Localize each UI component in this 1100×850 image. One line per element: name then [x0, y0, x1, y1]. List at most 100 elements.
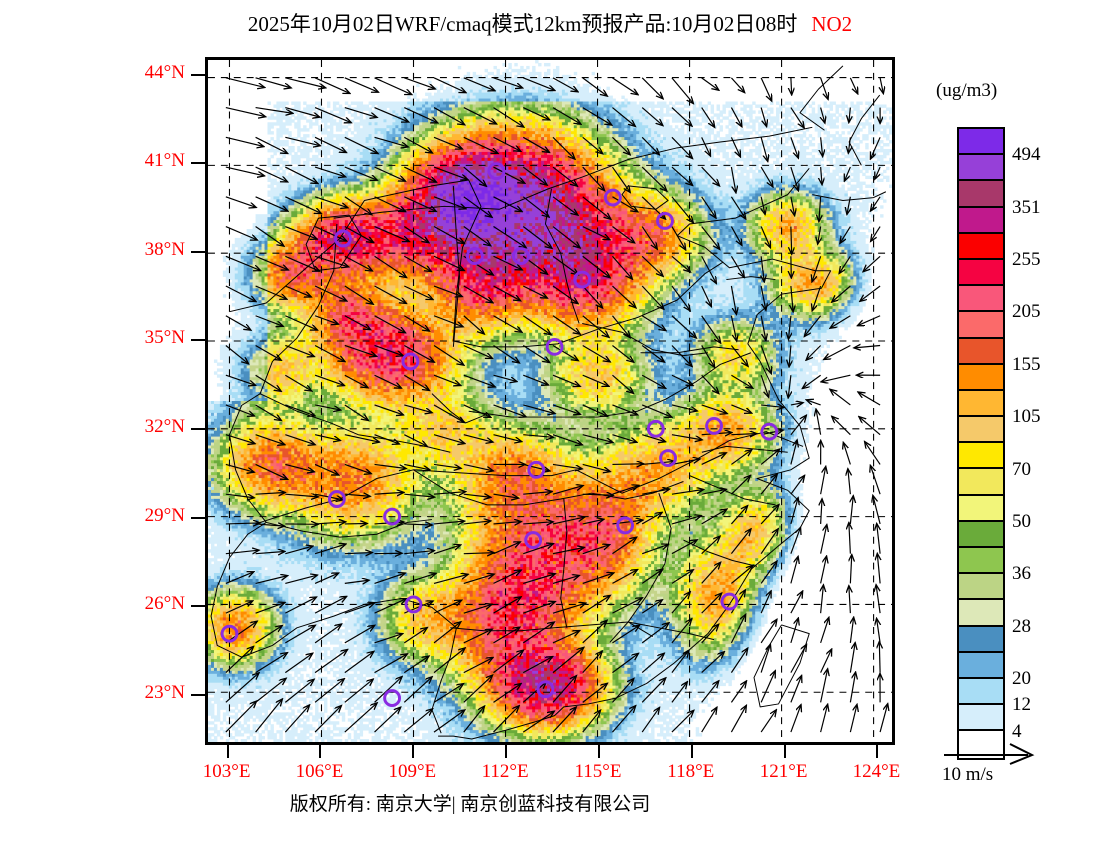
wind-vector [374, 166, 406, 181]
wind-vector [552, 463, 582, 468]
colorbar-swatch[interactable] [959, 469, 1003, 496]
colorbar[interactable] [957, 127, 1005, 760]
colorbar-swatch[interactable] [959, 548, 1003, 575]
colorbar-swatch[interactable] [959, 129, 1003, 156]
station-marker[interactable] [646, 419, 665, 438]
station-marker[interactable] [465, 247, 484, 265]
colorbar-swatch[interactable] [959, 600, 1003, 627]
wind-vector [493, 522, 520, 524]
map-plot-area[interactable] [205, 57, 895, 745]
station-marker[interactable] [511, 247, 530, 265]
colorbar-swatch[interactable] [959, 678, 1003, 706]
wind-vector [225, 107, 265, 117]
wind-vector [522, 285, 547, 298]
wind-vector [404, 107, 437, 123]
wind-vector [344, 226, 373, 243]
colorbar-tick-label: 255 [1012, 249, 1041, 271]
wind-vector [790, 676, 802, 703]
wind-vector [255, 166, 288, 182]
station-marker[interactable] [656, 212, 674, 230]
colorbar-swatch[interactable] [959, 390, 1003, 418]
colorbar-swatch[interactable] [959, 364, 1003, 391]
wind-vector [860, 285, 881, 301]
colorbar-swatch[interactable] [959, 626, 1003, 653]
wind-vector [463, 521, 491, 524]
colorbar-swatch[interactable] [959, 233, 1003, 260]
colorbar-swatch[interactable] [959, 207, 1003, 234]
station-marker[interactable] [401, 352, 420, 371]
station-marker[interactable] [760, 422, 779, 441]
colorbar-swatch[interactable] [959, 338, 1003, 365]
wind-vector [858, 392, 881, 406]
wind-vector [552, 255, 578, 274]
station-marker[interactable] [545, 337, 564, 356]
wind-vector [403, 344, 434, 361]
wind-vector [730, 649, 747, 673]
station-marker[interactable] [720, 592, 739, 611]
colorbar-swatch[interactable] [959, 417, 1003, 444]
colorbar-swatch[interactable] [959, 259, 1003, 287]
lat-tick-label: 32°N [145, 416, 185, 438]
lon-tick-mark [505, 745, 508, 758]
wind-vector [552, 548, 584, 555]
colorbar-swatch[interactable] [959, 521, 1003, 548]
station-marker[interactable] [220, 624, 239, 643]
station-marker[interactable] [603, 188, 622, 207]
wind-vector [641, 374, 665, 388]
colorbar-swatch[interactable] [959, 443, 1003, 470]
wind-vector [730, 345, 747, 366]
station-marker[interactable] [705, 416, 723, 435]
station-marker[interactable] [383, 507, 402, 526]
wind-vector [863, 255, 881, 271]
wind-vector [433, 255, 464, 270]
station-marker[interactable] [536, 680, 555, 699]
colorbar-swatch[interactable] [959, 181, 1003, 208]
station-marker[interactable] [616, 516, 635, 535]
wind-vector [871, 226, 881, 241]
boundary-path [848, 94, 881, 166]
colorbar-swatch[interactable] [959, 652, 1003, 679]
wind-vector [404, 77, 435, 89]
wind-vector [641, 285, 663, 309]
wind-vector [850, 555, 851, 584]
lat-tick-label: 29°N [145, 505, 185, 527]
colorbar-swatch[interactable] [959, 312, 1003, 339]
lat-tick-mark [191, 250, 205, 253]
wind-vector [552, 631, 579, 644]
wind-vector [820, 705, 828, 733]
station-marker[interactable] [333, 229, 352, 248]
wind-vector [730, 476, 750, 495]
station-marker[interactable] [487, 162, 506, 181]
station-marker[interactable] [659, 449, 677, 468]
wind-vector [522, 315, 551, 335]
colorbar-swatch[interactable] [959, 495, 1003, 522]
wind-vector [374, 315, 406, 333]
wind-vector [761, 196, 765, 214]
map-canvas [208, 60, 892, 742]
colorbar-swatch[interactable] [959, 286, 1003, 313]
wind-vector [284, 653, 312, 674]
wind-vector [285, 344, 314, 356]
wind-vector [582, 573, 614, 584]
station-marker[interactable] [524, 531, 543, 549]
station-marker[interactable] [573, 270, 592, 289]
boundary-path [560, 498, 568, 628]
wind-vector [255, 285, 287, 299]
wind-vector [255, 106, 293, 114]
colorbar-swatch[interactable] [959, 574, 1003, 601]
wind-vector [760, 77, 771, 101]
station-marker[interactable] [404, 595, 423, 614]
wind-vector [433, 710, 464, 733]
colorbar-swatch[interactable] [959, 731, 1003, 758]
wind-vector [671, 540, 697, 555]
colorbar-swatch[interactable] [959, 155, 1003, 182]
wind-vector [433, 196, 466, 209]
station-marker[interactable] [527, 460, 546, 479]
colorbar-swatch[interactable] [959, 705, 1003, 732]
wind-vector [493, 684, 520, 703]
colorbar-tick-label: 36 [1012, 563, 1031, 585]
wind-vector [493, 627, 519, 644]
station-marker[interactable] [327, 490, 346, 508]
wind-vector [255, 699, 283, 733]
station-marker[interactable] [383, 689, 402, 708]
